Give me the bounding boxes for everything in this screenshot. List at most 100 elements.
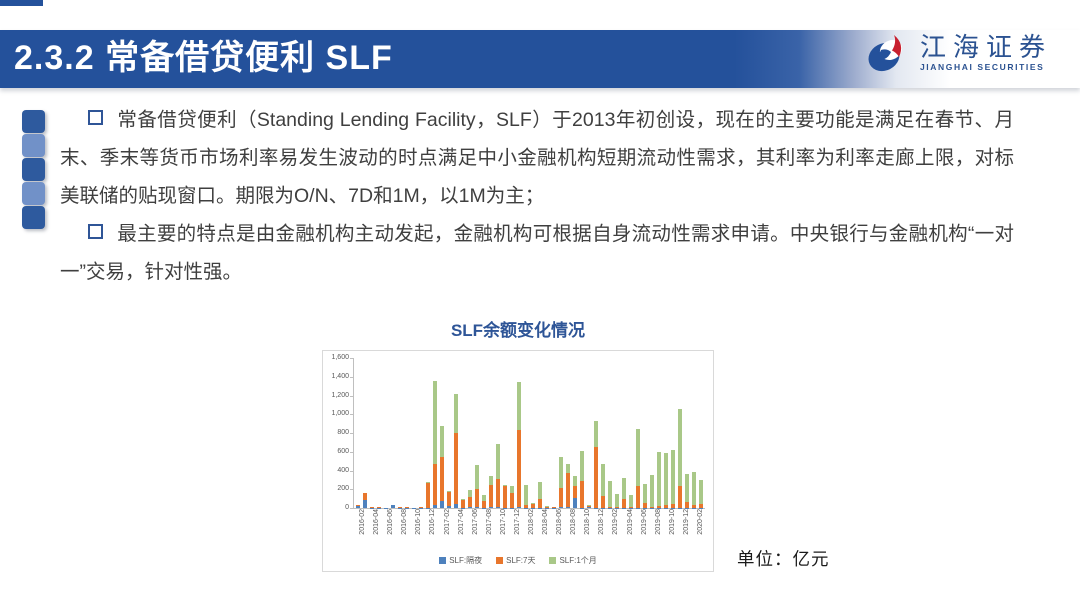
x-label-slot: 2018-06 xyxy=(556,509,564,555)
bar-2018-03 xyxy=(536,358,543,508)
bar-segment xyxy=(671,450,676,504)
bar-segment xyxy=(446,491,451,493)
bar-segment xyxy=(460,499,465,508)
bar-segment xyxy=(502,485,507,508)
bar-2019-11 xyxy=(677,358,684,508)
decoration-square xyxy=(22,182,45,205)
bar-stack xyxy=(439,425,444,508)
top-left-mark xyxy=(0,0,43,6)
y-tick-mark xyxy=(350,395,353,397)
bar-stack xyxy=(474,464,479,508)
bar-segment xyxy=(594,447,599,508)
bar-stack xyxy=(481,495,486,508)
bar-segment xyxy=(390,505,395,508)
chart-legend: SLF:隔夜 SLF:7天 SLF:1个月 xyxy=(323,555,713,566)
bar-stack xyxy=(580,450,584,508)
bar-segment xyxy=(495,478,500,508)
x-axis-labels: 2016-02 2016-04 2016-06 2016-08 2016-10 2016-… xyxy=(353,509,705,555)
bar-stack xyxy=(369,507,374,508)
bar-stack xyxy=(587,505,592,508)
bar-stack xyxy=(671,450,676,508)
bar-segment xyxy=(601,495,606,508)
x-tick-label: 2016-12 xyxy=(429,509,437,535)
y-tick-label: 1,600 xyxy=(331,354,349,361)
bar-segment xyxy=(685,474,690,502)
bar-2019-06 xyxy=(642,358,649,508)
bar-2016-10 xyxy=(417,358,424,508)
bar-segment xyxy=(432,504,437,508)
legend-label: SLF:7天 xyxy=(506,556,536,565)
legend-item: SLF:1个月 xyxy=(549,555,597,566)
bar-stack xyxy=(664,452,669,508)
x-label-slot: 2019-12 xyxy=(683,509,691,555)
bar-stack xyxy=(650,474,655,508)
y-tick-mark xyxy=(350,414,353,416)
slf-balance-chart: SLF余额变化情况 0 200 400 600 800 1,000 1,200 1,400 1,… xyxy=(322,318,714,572)
logo-name-en: JIANGHAI SECURITIES xyxy=(919,61,1045,72)
bar-segment xyxy=(516,382,521,431)
x-tick-label: 2019-02 xyxy=(612,509,620,535)
chart-title: SLF余额变化情况 xyxy=(450,321,586,340)
bar-2016-09 xyxy=(410,358,417,508)
bar-2019-10 xyxy=(670,358,677,508)
bar-segment xyxy=(474,507,479,508)
bar-segment xyxy=(488,475,493,485)
chart-plot xyxy=(353,358,705,509)
bar-2019-07 xyxy=(649,358,656,508)
legend-label: SLF:隔夜 xyxy=(449,556,483,565)
x-tick-label: 2016-06 xyxy=(387,509,395,535)
y-tick-mark xyxy=(350,489,353,491)
y-tick-label: 1,000 xyxy=(331,410,349,418)
x-label-slot: 2019-10 xyxy=(669,509,677,555)
bar-2018-09 xyxy=(579,358,586,508)
bar-2018-07 xyxy=(564,358,571,508)
bar-stack xyxy=(404,507,409,508)
bar-segment xyxy=(509,492,514,508)
bar-segment xyxy=(425,482,430,508)
bar-segment xyxy=(678,409,683,486)
bar-2017-08 xyxy=(487,358,494,508)
bar-2016-05 xyxy=(382,358,389,508)
bar-segment xyxy=(572,486,577,498)
bar-segment xyxy=(580,450,584,481)
bar-2017-12 xyxy=(515,358,522,508)
x-tick-label: 2018-08 xyxy=(570,509,578,535)
bar-2016-01 xyxy=(354,358,361,508)
bar-segment xyxy=(594,421,599,448)
bar-stack xyxy=(502,485,507,508)
bar-segment xyxy=(432,381,437,465)
bar-stack xyxy=(467,490,472,508)
bar-2019-04 xyxy=(628,358,635,508)
bar-2018-06 xyxy=(557,358,564,508)
bar-2017-06 xyxy=(473,358,480,508)
x-tick-label: 2017-06 xyxy=(471,509,479,535)
bar-stack xyxy=(657,451,662,508)
x-label-slot: 2017-06 xyxy=(472,509,480,555)
bar-2016-11 xyxy=(424,358,431,508)
bar-segment xyxy=(587,505,592,508)
bar-2017-03 xyxy=(452,358,459,508)
bar-segment xyxy=(362,500,367,508)
x-label-slot: 2016-04 xyxy=(373,509,381,555)
bar-segment xyxy=(481,495,486,501)
y-tick-label: 0 xyxy=(345,504,349,511)
x-tick-label: 2016-04 xyxy=(373,509,381,535)
bar-segment xyxy=(608,480,613,508)
x-tick-label: 2019-06 xyxy=(640,509,648,535)
x-label-slot: 2017-02 xyxy=(444,509,452,555)
bar-segment xyxy=(516,430,521,507)
x-tick-label: 2017-08 xyxy=(485,509,493,535)
bar-stack xyxy=(418,507,423,508)
bar-segment xyxy=(650,474,655,507)
x-tick-label: 2019-08 xyxy=(654,509,662,535)
bar-segment xyxy=(685,501,690,508)
bar-segment xyxy=(692,471,697,505)
bar-segment xyxy=(530,503,535,508)
x-label-slot: 2018-12 xyxy=(598,509,606,555)
bar-stack xyxy=(495,443,500,508)
x-tick-label: 2019-12 xyxy=(682,509,690,535)
y-tick-label: 1,400 xyxy=(331,372,349,380)
decoration-square xyxy=(22,158,45,181)
bar-2019-12 xyxy=(684,358,691,508)
